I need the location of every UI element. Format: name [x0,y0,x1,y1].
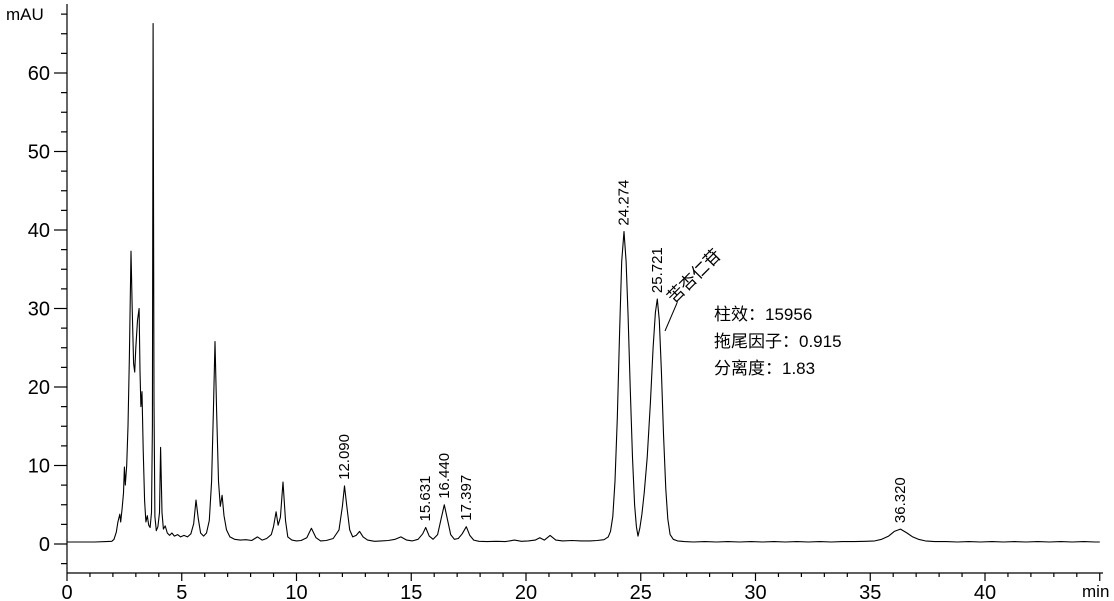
x-tick-label: 5 [176,582,187,601]
y-tick-label: 50 [28,142,50,164]
y-tick-label: 10 [28,456,50,478]
peak-label: 15.631 [417,476,434,522]
y-tick-label: 20 [28,377,50,399]
x-tick-label: 25 [630,582,652,601]
column-efficiency-stat: 柱效：15956 [714,305,813,324]
x-tick-label: 10 [285,582,307,601]
y-axis-unit-label: mAU [6,5,44,24]
y-tick-label: 30 [28,299,50,321]
x-tick-label: 40 [974,582,996,601]
y-tick-label: 60 [28,63,50,85]
x-axis-unit-label: min [1082,582,1110,601]
x-tick-label: 30 [744,582,766,601]
peak-label: 36.320 [892,477,909,523]
resolution-stat: 分离度：1.83 [714,359,816,378]
x-tick-label: 0 [61,582,72,601]
peak-label: 12.090 [336,434,353,480]
peak-label: 17.397 [458,475,475,521]
x-tick-label: 20 [515,582,537,601]
compound-leader-line [664,302,678,332]
tailing-factor-stat: 拖尾因子：0.915 [714,332,842,351]
peak-label: 24.274 [616,180,633,226]
y-tick-label: 0 [39,534,50,556]
peak-stats-annotation: 柱效：15956 拖尾因子：0.915 分离度：1.83 [714,301,842,382]
chromatogram-trace [67,22,1100,543]
y-tick-label: 40 [28,220,50,242]
x-tick-label: 35 [859,582,881,601]
peak-label: 25.721 [649,247,666,293]
x-tick-label: 15 [400,582,422,601]
peak-label: 16.440 [436,453,453,499]
